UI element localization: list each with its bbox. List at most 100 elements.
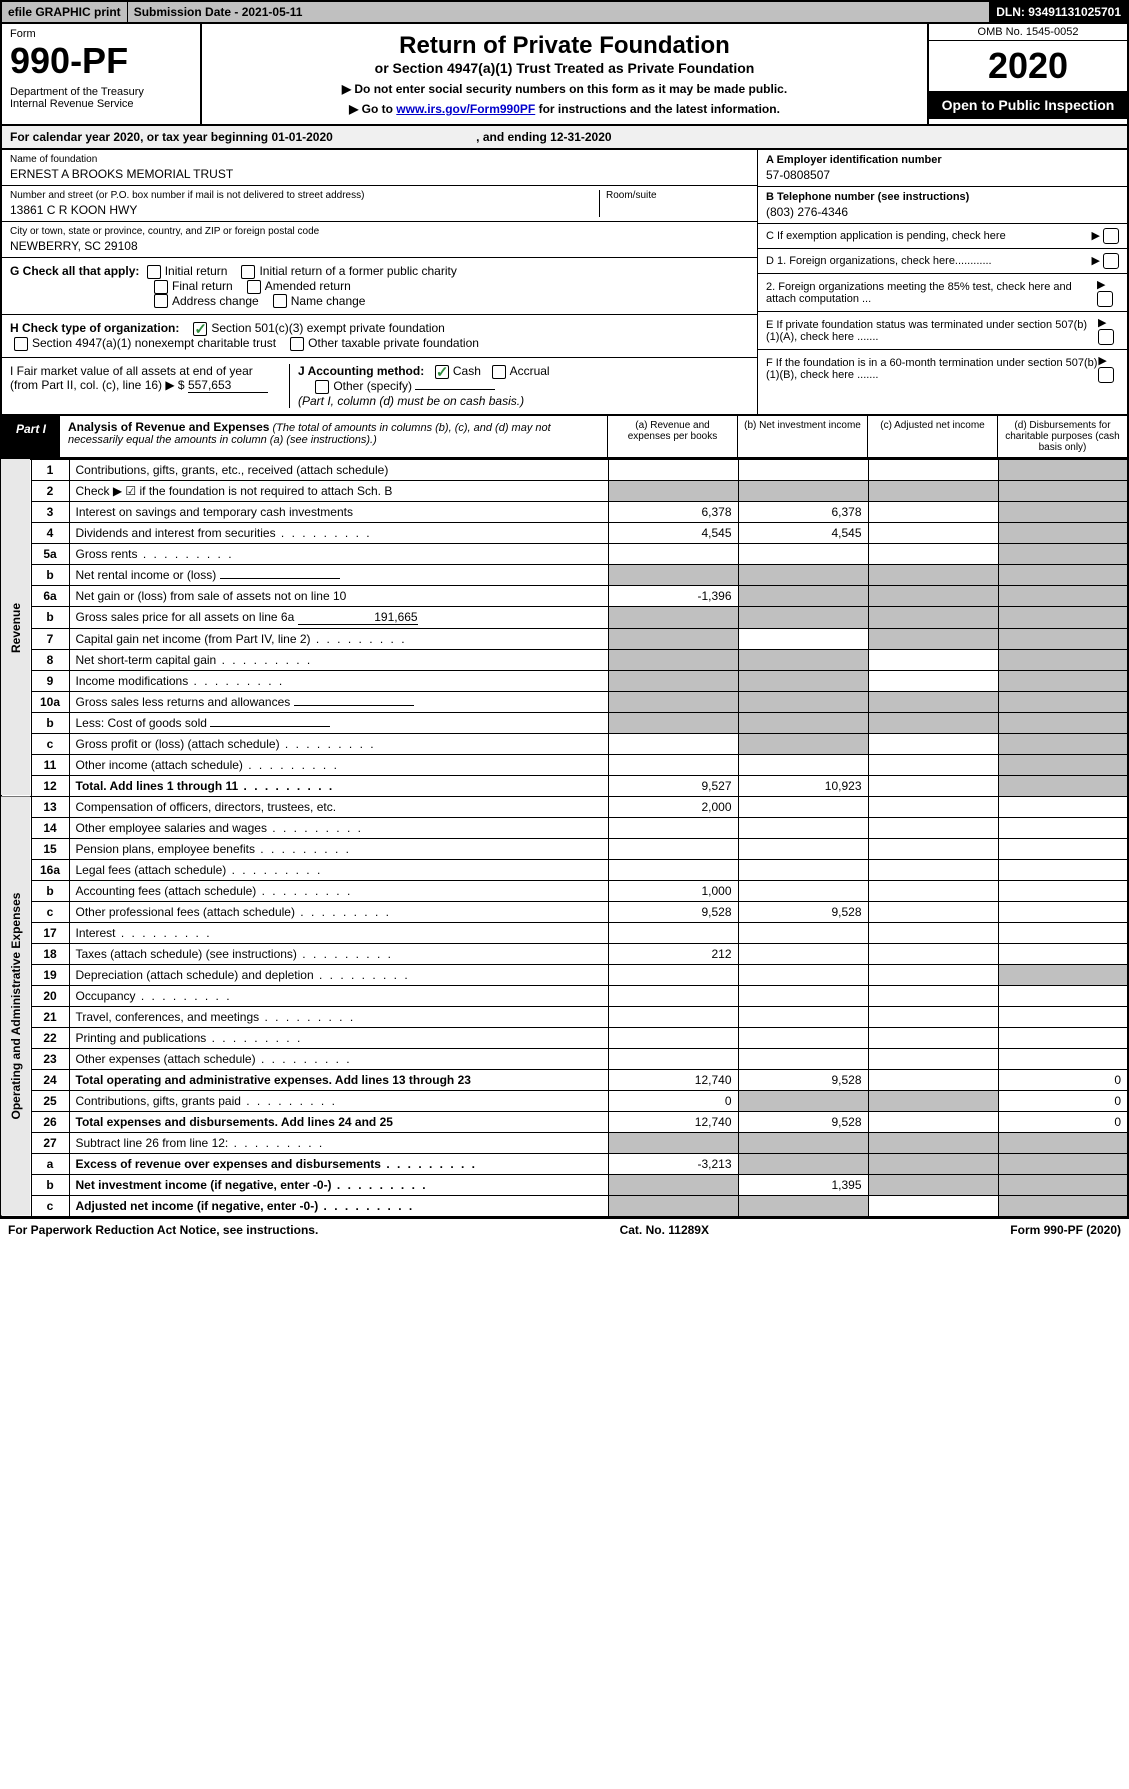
chk-name-change[interactable]: [273, 294, 287, 308]
chk-c[interactable]: [1103, 228, 1119, 244]
amt-col-a: [608, 1048, 738, 1069]
chk-other-method[interactable]: [315, 380, 329, 394]
line-desc: Contributions, gifts, grants paid: [69, 1090, 608, 1111]
amt-col-a: 2,000: [608, 796, 738, 817]
amt-col-a: -1,396: [608, 585, 738, 606]
amt-col-b: 4,545: [738, 522, 868, 543]
amt-col-b: [738, 691, 868, 712]
table-row: 6aNet gain or (loss) from sale of assets…: [1, 585, 1128, 606]
chk-cash[interactable]: [435, 365, 449, 379]
chk-accrual[interactable]: [492, 365, 506, 379]
amt-col-dd: [998, 522, 1128, 543]
chk-d1[interactable]: [1103, 253, 1119, 269]
amt-col-dd: [998, 459, 1128, 480]
amt-col-dd: [998, 1006, 1128, 1027]
chk-e[interactable]: [1098, 329, 1114, 345]
line-number: 18: [31, 943, 69, 964]
form-link[interactable]: www.irs.gov/Form990PF: [396, 102, 535, 116]
line-number: 8: [31, 649, 69, 670]
table-row: 4Dividends and interest from securities4…: [1, 522, 1128, 543]
line-desc: Other employee salaries and wages: [69, 817, 608, 838]
amt-col-dd: [998, 922, 1128, 943]
amt-col-b: [738, 922, 868, 943]
chk-other-taxable[interactable]: [290, 337, 304, 351]
section-h: H Check type of organization: Section 50…: [2, 315, 757, 358]
amt-col-c: [868, 1111, 998, 1132]
amt-col-a: [608, 1027, 738, 1048]
amt-col-dd: [998, 943, 1128, 964]
line-desc: Compensation of officers, directors, tru…: [69, 796, 608, 817]
table-row: bGross sales price for all assets on lin…: [1, 606, 1128, 628]
line-number: c: [31, 1195, 69, 1217]
amt-col-c: [868, 1090, 998, 1111]
line-number: 12: [31, 775, 69, 796]
line-number: 4: [31, 522, 69, 543]
table-row: 10aGross sales less returns and allowanc…: [1, 691, 1128, 712]
amt-col-a: [608, 985, 738, 1006]
amt-col-b: [738, 459, 868, 480]
amt-col-a: [608, 754, 738, 775]
topbar: efile GRAPHIC print Submission Date - 20…: [0, 0, 1129, 24]
line-desc: Total. Add lines 1 through 11: [69, 775, 608, 796]
line-desc: Depreciation (attach schedule) and deple…: [69, 964, 608, 985]
chk-initial-return[interactable]: [147, 265, 161, 279]
amt-col-c: [868, 754, 998, 775]
line-number: 19: [31, 964, 69, 985]
amt-col-b: 6,378: [738, 501, 868, 522]
amt-col-c: [868, 1027, 998, 1048]
chk-final-return[interactable]: [154, 280, 168, 294]
street-address: 13861 C R KOON HWY: [10, 203, 599, 217]
amt-col-b: [738, 585, 868, 606]
amt-col-a: [608, 1132, 738, 1153]
line-desc: Check ▶ ☑ if the foundation is not requi…: [69, 480, 608, 501]
line-number: 26: [31, 1111, 69, 1132]
amt-col-b: 9,528: [738, 1111, 868, 1132]
table-row: 22Printing and publications: [1, 1027, 1128, 1048]
line-desc: Gross sales less returns and allowances: [69, 691, 608, 712]
amt-col-c: [868, 733, 998, 754]
amt-col-dd: [998, 564, 1128, 585]
line-number: 14: [31, 817, 69, 838]
line-desc: Gross profit or (loss) (attach schedule): [69, 733, 608, 754]
amt-col-c: [868, 901, 998, 922]
amt-col-dd: [998, 480, 1128, 501]
line-number: 27: [31, 1132, 69, 1153]
table-row: bAccounting fees (attach schedule)1,000: [1, 880, 1128, 901]
ein-label: A Employer identification number: [766, 154, 942, 166]
line-desc: Dividends and interest from securities: [69, 522, 608, 543]
amt-col-b: 9,528: [738, 901, 868, 922]
chk-4947a1[interactable]: [14, 337, 28, 351]
amt-col-b: [738, 817, 868, 838]
amt-col-c: [868, 480, 998, 501]
chk-f[interactable]: [1098, 367, 1114, 383]
table-row: bNet investment income (if negative, ent…: [1, 1174, 1128, 1195]
line-number: b: [31, 712, 69, 733]
chk-initial-former[interactable]: [241, 265, 255, 279]
line-desc: Gross sales price for all assets on line…: [69, 606, 608, 628]
line-desc: Other expenses (attach schedule): [69, 1048, 608, 1069]
line-number: 1: [31, 459, 69, 480]
chk-d2[interactable]: [1097, 291, 1113, 307]
line-number: c: [31, 901, 69, 922]
line-number: 16a: [31, 859, 69, 880]
chk-address-change[interactable]: [154, 294, 168, 308]
chk-501c3[interactable]: [193, 322, 207, 336]
chk-amended[interactable]: [247, 280, 261, 294]
table-row: cGross profit or (loss) (attach schedule…: [1, 733, 1128, 754]
form-number: 990-PF: [10, 40, 192, 82]
h-label: H Check type of organization:: [10, 321, 179, 335]
line-number: 7: [31, 628, 69, 649]
amt-col-a: [608, 733, 738, 754]
line-number: 2: [31, 480, 69, 501]
amt-col-dd: [998, 796, 1128, 817]
amt-col-a: [608, 543, 738, 564]
line-desc: Adjusted net income (if negative, enter …: [69, 1195, 608, 1217]
amt-col-dd: [998, 585, 1128, 606]
amt-col-dd: [998, 670, 1128, 691]
amt-col-b: [738, 480, 868, 501]
table-row: bNet rental income or (loss): [1, 564, 1128, 585]
amt-col-a: 4,545: [608, 522, 738, 543]
calyear-begin: For calendar year 2020, or tax year begi…: [10, 130, 333, 144]
line-number: 10a: [31, 691, 69, 712]
amt-col-b: [738, 543, 868, 564]
